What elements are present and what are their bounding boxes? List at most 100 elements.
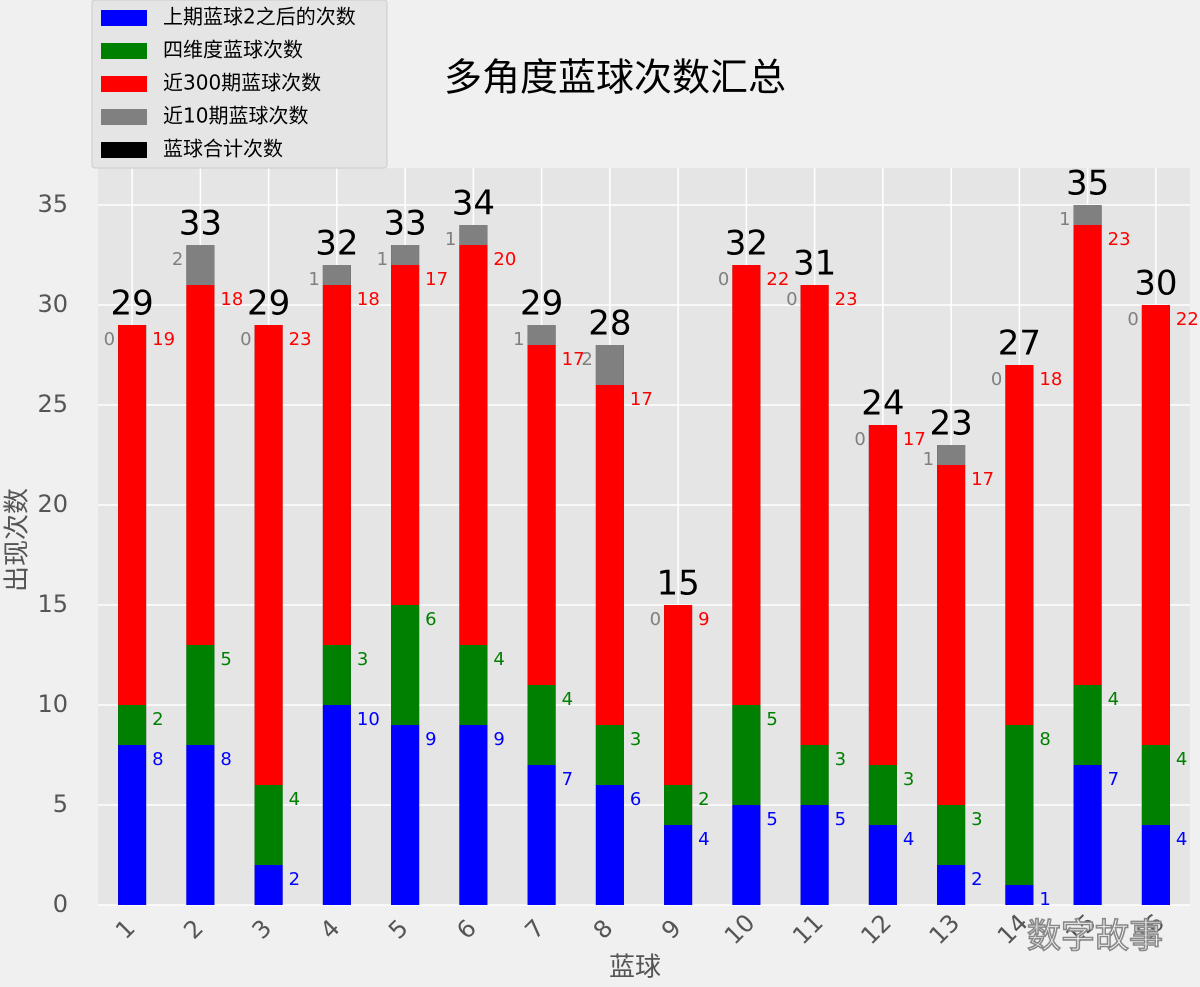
bar-segment — [1141, 745, 1170, 825]
bar-segment — [1005, 365, 1034, 725]
y-axis-label: 出现次数 — [3, 488, 33, 592]
value-label: 5 — [835, 809, 846, 830]
bar-segment — [118, 705, 147, 745]
bar-segment — [1073, 765, 1102, 905]
bar-segment — [800, 745, 829, 805]
bar-segment — [527, 765, 556, 905]
bar-segment — [322, 645, 351, 705]
value-label: 8 — [152, 749, 163, 770]
value-label: 1 — [445, 229, 456, 250]
bar-segment — [1141, 305, 1170, 745]
bar-segment — [800, 805, 829, 905]
bar-segment — [527, 325, 556, 345]
value-label: 22 — [766, 269, 789, 290]
value-label: 1 — [377, 249, 388, 270]
bar-segment — [937, 445, 966, 465]
bar-segment — [664, 825, 693, 905]
value-label: 1 — [923, 449, 934, 470]
bar-segment — [391, 605, 420, 725]
bar-segment — [186, 245, 215, 285]
value-label: 17 — [971, 469, 994, 490]
bar-segment — [1073, 685, 1102, 765]
value-label: 0 — [854, 429, 865, 450]
value-label: 18 — [220, 289, 243, 310]
chart-title: 多角度蓝球次数汇总 — [444, 56, 786, 100]
total-label: 15 — [656, 564, 699, 604]
total-label: 32 — [315, 224, 358, 264]
bar-segment — [391, 245, 420, 265]
bar-segment — [664, 785, 693, 825]
bar-segment — [186, 745, 215, 905]
value-label: 20 — [493, 249, 516, 270]
value-label: 22 — [1176, 309, 1199, 330]
bar-segment — [595, 785, 624, 905]
bar-segment — [868, 825, 897, 905]
bar-segment — [937, 865, 966, 905]
y-tick-label: 10 — [37, 690, 68, 718]
value-label: 6 — [425, 609, 436, 630]
watermark: 数字故事 — [1027, 917, 1163, 957]
value-label: 3 — [971, 809, 982, 830]
value-label: 4 — [1176, 829, 1187, 850]
legend-label: 近300期蓝球次数 — [163, 71, 321, 95]
legend-swatch — [101, 109, 147, 125]
value-label: 1 — [513, 329, 524, 350]
value-label: 5 — [220, 649, 231, 670]
value-label: 2 — [698, 789, 709, 810]
legend-swatch — [101, 142, 147, 158]
bar-segment — [527, 345, 556, 685]
bar-segment — [527, 685, 556, 765]
bar-segment — [118, 745, 147, 905]
value-label: 0 — [650, 609, 661, 630]
value-label: 8 — [220, 749, 231, 770]
value-label: 23 — [835, 289, 858, 310]
bar-segment — [186, 285, 215, 645]
bar-segment — [595, 345, 624, 385]
value-label: 0 — [1127, 309, 1138, 330]
legend-swatch — [101, 10, 147, 26]
value-label: 8 — [1039, 729, 1050, 750]
bar-segment — [595, 385, 624, 725]
legend-label: 上期蓝球2之后的次数 — [163, 5, 356, 29]
value-label: 9 — [425, 729, 436, 750]
total-label: 35 — [1066, 164, 1109, 204]
total-label: 33 — [383, 204, 426, 244]
bar-segment — [391, 265, 420, 605]
bar-segment — [595, 725, 624, 785]
value-label: 17 — [630, 389, 653, 410]
bar-segment — [459, 645, 488, 725]
total-label: 33 — [179, 204, 222, 244]
value-label: 5 — [766, 809, 777, 830]
bar-segment — [732, 805, 761, 905]
bar-segment — [254, 325, 283, 785]
value-label: 9 — [493, 729, 504, 750]
value-label: 4 — [903, 829, 914, 850]
value-label: 2 — [289, 869, 300, 890]
value-label: 3 — [630, 729, 641, 750]
legend-label: 近10期蓝球次数 — [163, 104, 308, 128]
value-label: 1 — [308, 269, 319, 290]
total-label: 31 — [793, 244, 836, 284]
value-label: 4 — [289, 789, 300, 810]
total-label: 29 — [110, 284, 153, 324]
value-label: 4 — [562, 689, 573, 710]
value-label: 23 — [1108, 229, 1131, 250]
y-tick-label: 20 — [37, 490, 68, 518]
value-label: 19 — [152, 329, 175, 350]
total-label: 27 — [998, 324, 1041, 364]
bar-segment — [664, 605, 693, 785]
value-label: 2 — [581, 349, 592, 370]
total-label: 32 — [725, 224, 768, 264]
bar-segment — [1073, 205, 1102, 225]
total-label: 34 — [452, 184, 495, 224]
legend-label: 蓝球合计次数 — [163, 137, 283, 161]
value-label: 2 — [971, 869, 982, 890]
bar-segment — [1141, 825, 1170, 905]
value-label: 1 — [1059, 209, 1070, 230]
value-label: 7 — [1108, 769, 1119, 790]
x-axis-label: 蓝球 — [609, 953, 661, 983]
bar-segment — [732, 265, 761, 705]
bar-segment — [459, 225, 488, 245]
y-tick-label: 30 — [37, 290, 68, 318]
